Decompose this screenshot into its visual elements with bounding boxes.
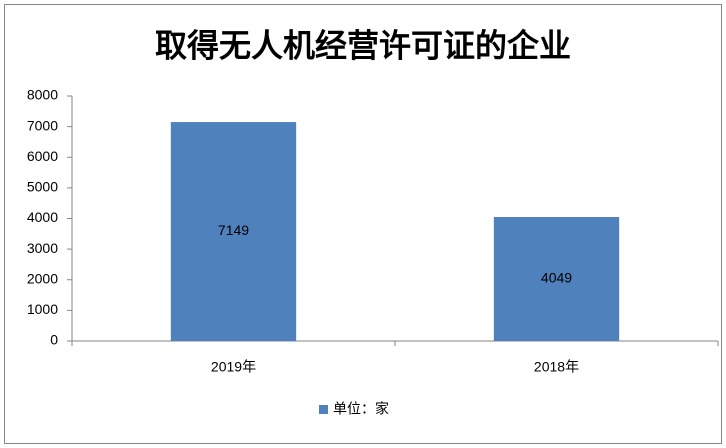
bar xyxy=(170,122,297,341)
y-tick-label: 7000 xyxy=(27,117,58,133)
x-tick-label: 2018年 xyxy=(534,359,579,375)
x-tick-label: 2019年 xyxy=(211,359,256,375)
y-tick-label: 6000 xyxy=(27,148,58,164)
chart-title: 取得无人机经营许可证的企业 xyxy=(155,27,571,63)
legend-swatch xyxy=(319,405,328,414)
data-label: 4049 xyxy=(541,270,572,286)
y-tick-label: 3000 xyxy=(27,240,58,256)
data-label: 7149 xyxy=(218,222,249,238)
y-tick-label: 8000 xyxy=(27,87,58,103)
y-tick-label: 0 xyxy=(50,332,58,348)
legend-label: 单位：家 xyxy=(333,401,389,417)
y-tick-label: 1000 xyxy=(27,301,58,317)
bar xyxy=(493,216,620,341)
y-tick-label: 4000 xyxy=(27,209,58,225)
y-tick-label: 5000 xyxy=(27,179,58,195)
y-tick-label: 2000 xyxy=(27,270,58,286)
